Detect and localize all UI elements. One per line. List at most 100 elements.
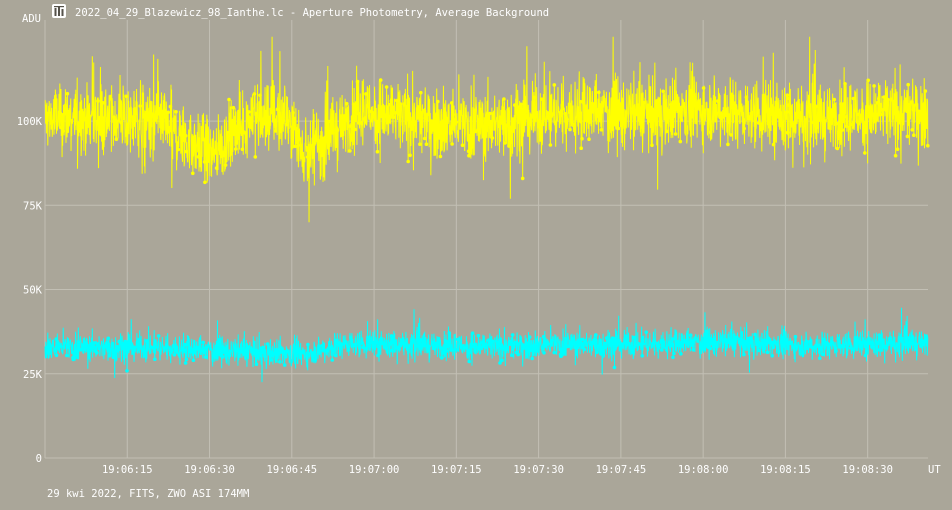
data-point (184, 357, 189, 362)
data-point (562, 350, 566, 355)
data-point (422, 343, 427, 348)
data-point (645, 106, 650, 111)
data-point (246, 345, 250, 349)
data-point (166, 110, 170, 115)
data-point (112, 115, 116, 119)
data-point (106, 336, 111, 341)
data-point (516, 352, 520, 357)
data-point (467, 359, 472, 364)
data-point (418, 142, 422, 146)
data-point (747, 115, 752, 119)
grid-lines (44, 20, 928, 459)
data-point (116, 345, 120, 350)
y-tick-label: 50K (23, 285, 43, 297)
data-point (284, 122, 288, 127)
data-point (119, 120, 123, 125)
data-point (153, 357, 157, 362)
data-point (352, 343, 356, 347)
data-point (491, 116, 496, 120)
y-axis-label: ADU (22, 13, 41, 25)
data-point (527, 117, 531, 121)
x-tick-label: 19:06:30 (184, 464, 235, 476)
data-point (61, 129, 65, 133)
data-point (513, 103, 517, 107)
axis-labels: 0 25K 50K 75K 100K 19:06:15 19:06:30 19:06:45 19… (17, 116, 893, 476)
data-point (253, 155, 258, 159)
data-point (278, 350, 283, 354)
data-point (678, 139, 683, 144)
data-point (424, 142, 429, 146)
data-point (858, 340, 862, 345)
data-point (470, 331, 475, 336)
data-point (619, 342, 623, 347)
data-point (223, 163, 228, 167)
data-point (737, 338, 741, 342)
data-point (813, 346, 818, 350)
data-point (785, 130, 790, 135)
data-point (785, 93, 790, 97)
data-point (765, 350, 770, 355)
data-point (58, 125, 63, 130)
data-point (583, 339, 587, 344)
data-point (905, 134, 910, 139)
data-point (882, 95, 886, 99)
data-point (924, 334, 928, 338)
data-point (214, 166, 219, 170)
data-point (114, 137, 119, 141)
data-point (128, 107, 132, 111)
data-point (184, 149, 189, 154)
x-tick-label: 19:06:15 (102, 464, 153, 476)
data-point (451, 112, 456, 117)
data-point (414, 344, 418, 348)
data-point (293, 144, 298, 149)
data-point (814, 104, 819, 109)
data-point (510, 333, 515, 337)
data-point (716, 99, 720, 103)
data-point (498, 361, 502, 365)
data-point (587, 137, 591, 141)
data-point (753, 332, 757, 337)
data-point (107, 353, 112, 358)
data-point (540, 97, 544, 101)
data-point (923, 89, 928, 93)
data-point (398, 102, 403, 106)
data-point (440, 356, 444, 360)
data-point (429, 119, 434, 123)
data-point (65, 91, 70, 96)
data-point (232, 132, 237, 137)
data-point (476, 333, 481, 338)
data-point (83, 117, 87, 122)
data-point (144, 339, 149, 343)
data-point (203, 180, 207, 185)
data-point (367, 343, 371, 348)
data-point (202, 160, 207, 164)
data-point (616, 126, 621, 131)
data-point (785, 110, 789, 114)
data-point (726, 340, 731, 345)
data-point (254, 362, 259, 367)
data-point (548, 143, 553, 147)
data-point (629, 344, 634, 348)
data-point (501, 346, 506, 351)
data-point (579, 146, 583, 150)
data-point (285, 349, 290, 354)
data-point (406, 159, 411, 164)
data-point (842, 110, 846, 114)
x-axis-label: UT (928, 464, 941, 476)
data-point (121, 346, 125, 351)
data-point (45, 111, 50, 116)
data-point (313, 358, 318, 362)
window-title: 2022_04_29_Blazewicz_98_Ianthe.lc - Aper… (75, 7, 549, 19)
data-point (473, 129, 478, 134)
data-point (726, 142, 730, 147)
data-point (221, 355, 225, 359)
data-point (128, 345, 133, 350)
data-point (54, 353, 59, 358)
lightcurve-app-icon[interactable] (52, 4, 66, 18)
data-point (632, 335, 636, 340)
data-point (191, 358, 196, 363)
data-point (476, 127, 480, 132)
data-point (839, 102, 843, 106)
data-point (729, 133, 733, 137)
data-point (419, 338, 423, 342)
